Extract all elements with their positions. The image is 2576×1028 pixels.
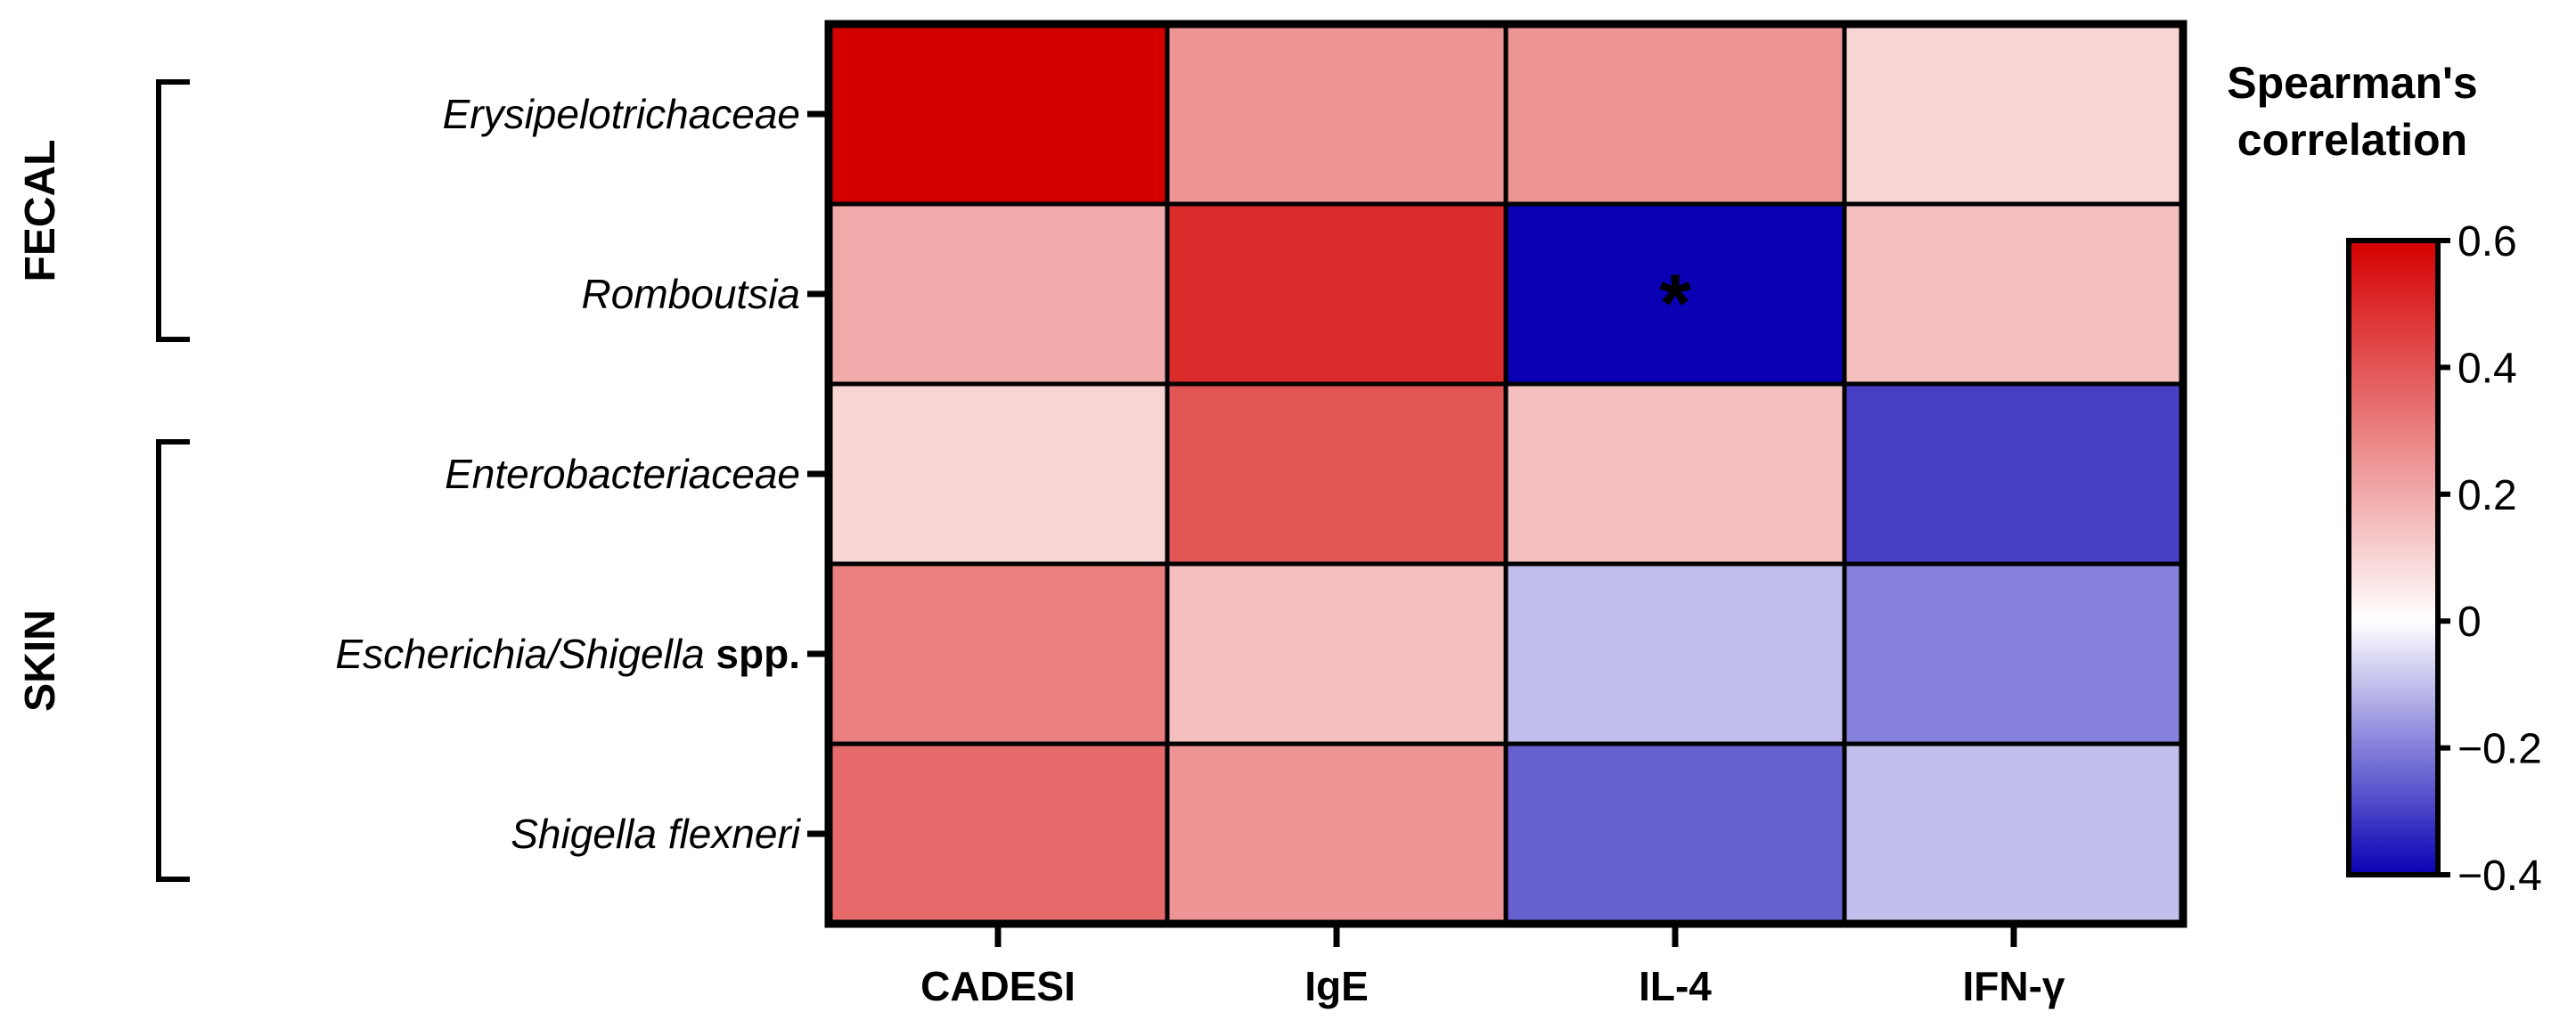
row-label: Romboutsia <box>582 271 800 317</box>
column-label: IFN-γ <box>1963 963 2065 1009</box>
significance-marker: * <box>1659 258 1691 349</box>
heatmap-cell <box>1503 741 1847 926</box>
group-label: FECAL <box>17 140 64 282</box>
heatmap-cell <box>1842 21 2186 207</box>
heatmap-cell <box>826 201 1170 387</box>
heatmap-cell <box>1842 381 2186 567</box>
colorbar-tick-label: −0.4 <box>2457 853 2542 900</box>
heatmap-cell <box>1842 561 2186 747</box>
column-labels: CADESI IgE IL-4 IFN-γ <box>920 927 2065 1009</box>
colorbar <box>2346 238 2441 877</box>
heatmap-cell <box>1165 741 1509 926</box>
colorbar-tick-label: 0.6 <box>2457 218 2517 265</box>
column-label: IL-4 <box>1639 963 1712 1009</box>
heatmap-border <box>824 20 2188 928</box>
heatmap-cell <box>1503 381 1847 567</box>
column-label: IgE <box>1304 963 1369 1009</box>
heatmap-cell <box>1503 201 1847 387</box>
row-label: Enterobacteriaceae <box>445 451 800 497</box>
colorbar-title: correlation <box>2237 115 2467 165</box>
group-bracket <box>156 79 190 342</box>
row-label: Shigella flexneri <box>511 811 802 857</box>
heatmap-cell <box>826 381 1170 567</box>
heatmap-cell <box>1165 21 1509 207</box>
heatmap-cells: * <box>824 20 2188 928</box>
row-labels: Erysipelotrichaceae Romboutsia Enterobacte… <box>335 91 825 857</box>
row-label: Escherichia/Shigella spp. <box>335 631 800 677</box>
row-label: Erysipelotrichaceae <box>443 91 800 137</box>
row-groups: FECAL SKIN <box>17 79 190 882</box>
heatmap-cell <box>1503 21 1847 207</box>
heatmap-cell <box>1165 201 1509 387</box>
heatmap-cell <box>1842 201 2186 387</box>
heatmap-cell <box>1842 741 2186 926</box>
colorbar-legend: Spearman's correlation 0.6 0.4 0.2 0 −0.2 −0.4 <box>2227 58 2542 900</box>
heatmap-cell <box>826 741 1170 926</box>
heatmap-cell <box>1503 561 1847 747</box>
group-bracket <box>156 439 190 882</box>
heatmap-cell <box>1165 381 1509 567</box>
colorbar-tick-label: 0.4 <box>2457 345 2517 392</box>
colorbar-tick-label: 0.2 <box>2457 472 2517 519</box>
colorbar-title: Spearman's <box>2227 58 2477 108</box>
colorbar-tick-label: 0 <box>2457 599 2482 646</box>
heatmap-cell <box>1165 561 1509 747</box>
heatmap-cell <box>826 21 1170 207</box>
heatmap-cell <box>826 561 1170 747</box>
group-label: SKIN <box>17 609 64 712</box>
colorbar-tick-label: −0.2 <box>2457 726 2542 773</box>
column-label: CADESI <box>920 963 1075 1009</box>
